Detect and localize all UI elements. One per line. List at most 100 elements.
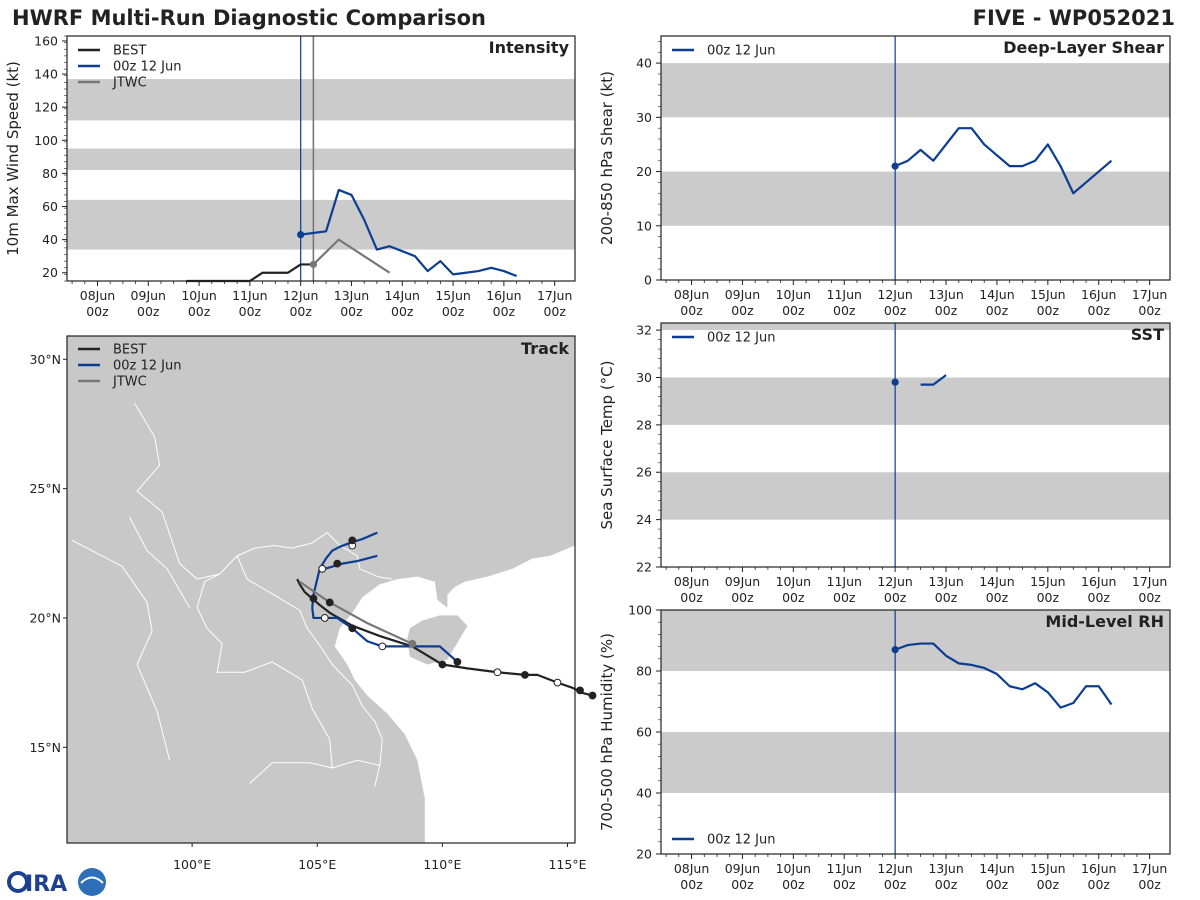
y-tick-label: 40	[636, 786, 652, 801]
x-tick-label: 08Jun	[674, 287, 709, 302]
shaded-band	[67, 148, 575, 171]
x-tick-label: 08Jun	[674, 574, 709, 589]
cira-logo: IRA	[7, 868, 106, 897]
country-border	[129, 516, 191, 608]
x-tick-label: 09Jun	[131, 288, 166, 303]
x-tick-label-hour: 00z	[1088, 303, 1111, 318]
track-position-marker	[521, 670, 529, 679]
track-line-00z-12-Jun	[311, 531, 459, 663]
legend-label: BEST	[113, 343, 146, 358]
track-position-marker	[588, 691, 597, 700]
land-layer	[67, 336, 575, 843]
legend-label: 00z 12 Jun	[707, 833, 776, 848]
x-tick-label-hour: 00z	[239, 304, 262, 319]
x-tick-label: 12Jun	[877, 574, 912, 589]
country-border	[249, 759, 380, 784]
x-tick-label-hour: 00z	[731, 303, 754, 318]
x-tick-label-hour: 00z	[1088, 590, 1111, 605]
lon-label: 110°E	[423, 857, 461, 872]
legend-label: BEST	[113, 44, 146, 59]
lat-label: 20°N	[29, 610, 61, 625]
y-tick-label: 160	[34, 33, 58, 48]
y-axis-label: 200-850 hPa Shear (kt)	[598, 71, 616, 245]
x-tick-label: 16Jun	[1081, 574, 1116, 589]
track-position-marker	[333, 559, 342, 568]
x-tick-label: 11Jun	[827, 574, 862, 589]
x-tick-label: 16Jun	[1081, 861, 1116, 876]
x-tick-label: 10Jun	[181, 288, 216, 303]
y-tick-label: 30	[636, 110, 652, 125]
x-tick-label: 10Jun	[776, 861, 811, 876]
legend-label: 00z 12 Jun	[113, 359, 182, 374]
y-tick-label: 20	[636, 164, 652, 179]
y-tick-label: 60	[42, 199, 58, 214]
y-tick-label: 10	[636, 218, 652, 233]
y-tick-label: 0	[644, 273, 652, 288]
mainland	[67, 336, 575, 843]
series-line-00z-12-Jun	[894, 642, 1113, 709]
x-tick-label: 13Jun	[928, 287, 963, 302]
y-tick-label: 30	[636, 370, 652, 385]
country-border	[134, 402, 220, 580]
x-tick-label-hour: 00z	[884, 590, 907, 605]
x-tick-label-hour: 00z	[833, 877, 856, 892]
x-tick-label-hour: 00z	[986, 877, 1009, 892]
run-start-marker	[297, 231, 305, 239]
x-tick-label-hour: 00z	[782, 303, 805, 318]
series-line-00z-12-Jun-segment	[920, 374, 947, 386]
x-tick-label-hour: 00z	[543, 304, 566, 319]
x-tick-label-hour: 00z	[493, 304, 516, 319]
x-tick-label-hour: 00z	[1138, 590, 1161, 605]
x-tick-label-hour: 00z	[782, 877, 805, 892]
x-tick-label-hour: 00z	[935, 303, 958, 318]
shaded-band	[661, 323, 1170, 331]
track-position-marker	[453, 658, 462, 666]
panel-title: Intensity	[489, 38, 570, 57]
panel-title: SST	[1131, 325, 1164, 344]
track-position-marker	[576, 686, 584, 695]
x-tick-label: 13Jun	[334, 288, 369, 303]
plot-frame	[660, 609, 1171, 855]
shaded-band	[661, 732, 1170, 793]
x-tick-label-hour: 00z	[782, 590, 805, 605]
country-border	[236, 555, 383, 787]
track-position-marker	[309, 594, 318, 603]
x-tick-label: 15Jun	[1030, 287, 1065, 302]
x-tick-label-hour: 00z	[86, 304, 109, 319]
shaded-band	[67, 79, 575, 121]
x-tick-label-hour: 00z	[188, 304, 211, 319]
x-tick-label: 15Jun	[435, 288, 470, 303]
x-tick-label-hour: 00z	[442, 304, 465, 319]
shaded-band	[67, 199, 575, 250]
svg-text:IRA: IRA	[25, 872, 67, 897]
track-position-marker	[320, 614, 329, 622]
figure-title: HWRF Multi-Run Diagnostic Comparison	[12, 6, 486, 30]
track-line-JTWC	[299, 580, 413, 645]
shaded-band	[661, 610, 1170, 671]
y-tick-label: 100	[628, 603, 652, 618]
panel-title: Deep-Layer Shear	[1003, 38, 1164, 57]
x-tick-label-hour: 00z	[833, 590, 856, 605]
x-tick-label-hour: 00z	[731, 877, 754, 892]
y-tick-label: 60	[636, 725, 652, 740]
country-border	[196, 555, 333, 769]
y-tick-label: 32	[636, 323, 652, 338]
shaded-band	[661, 472, 1170, 520]
country-border	[71, 539, 171, 761]
x-tick-label: 13Jun	[928, 574, 963, 589]
intensity-panel: 08Jun00z09Jun00z10Jun00z11Jun00z12Jun00z…	[4, 33, 576, 319]
y-tick-label: 22	[636, 560, 652, 575]
map-frame	[66, 335, 576, 844]
sst-panel: 08Jun00z09Jun00z10Jun00z11Jun00z12Jun00z…	[598, 322, 1171, 605]
track-panel: 100°E 105°E 110°E 115°E 15°N 20°N 25°N 30°N Trac…	[29, 335, 597, 872]
track-position-marker	[318, 564, 327, 573]
legend-label: 00z 12 Jun	[113, 60, 182, 75]
y-tick-label: 100	[34, 133, 58, 148]
run-start-marker	[891, 378, 899, 386]
x-tick-label: 14Jun	[979, 574, 1014, 589]
shaded-band	[661, 377, 1170, 425]
plot-frame	[660, 322, 1171, 568]
country-border	[236, 532, 328, 557]
x-tick-label: 08Jun	[674, 861, 709, 876]
